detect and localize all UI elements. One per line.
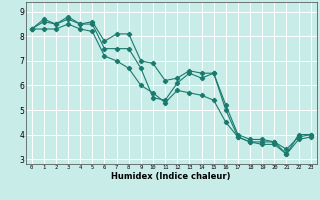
X-axis label: Humidex (Indice chaleur): Humidex (Indice chaleur): [111, 172, 231, 181]
